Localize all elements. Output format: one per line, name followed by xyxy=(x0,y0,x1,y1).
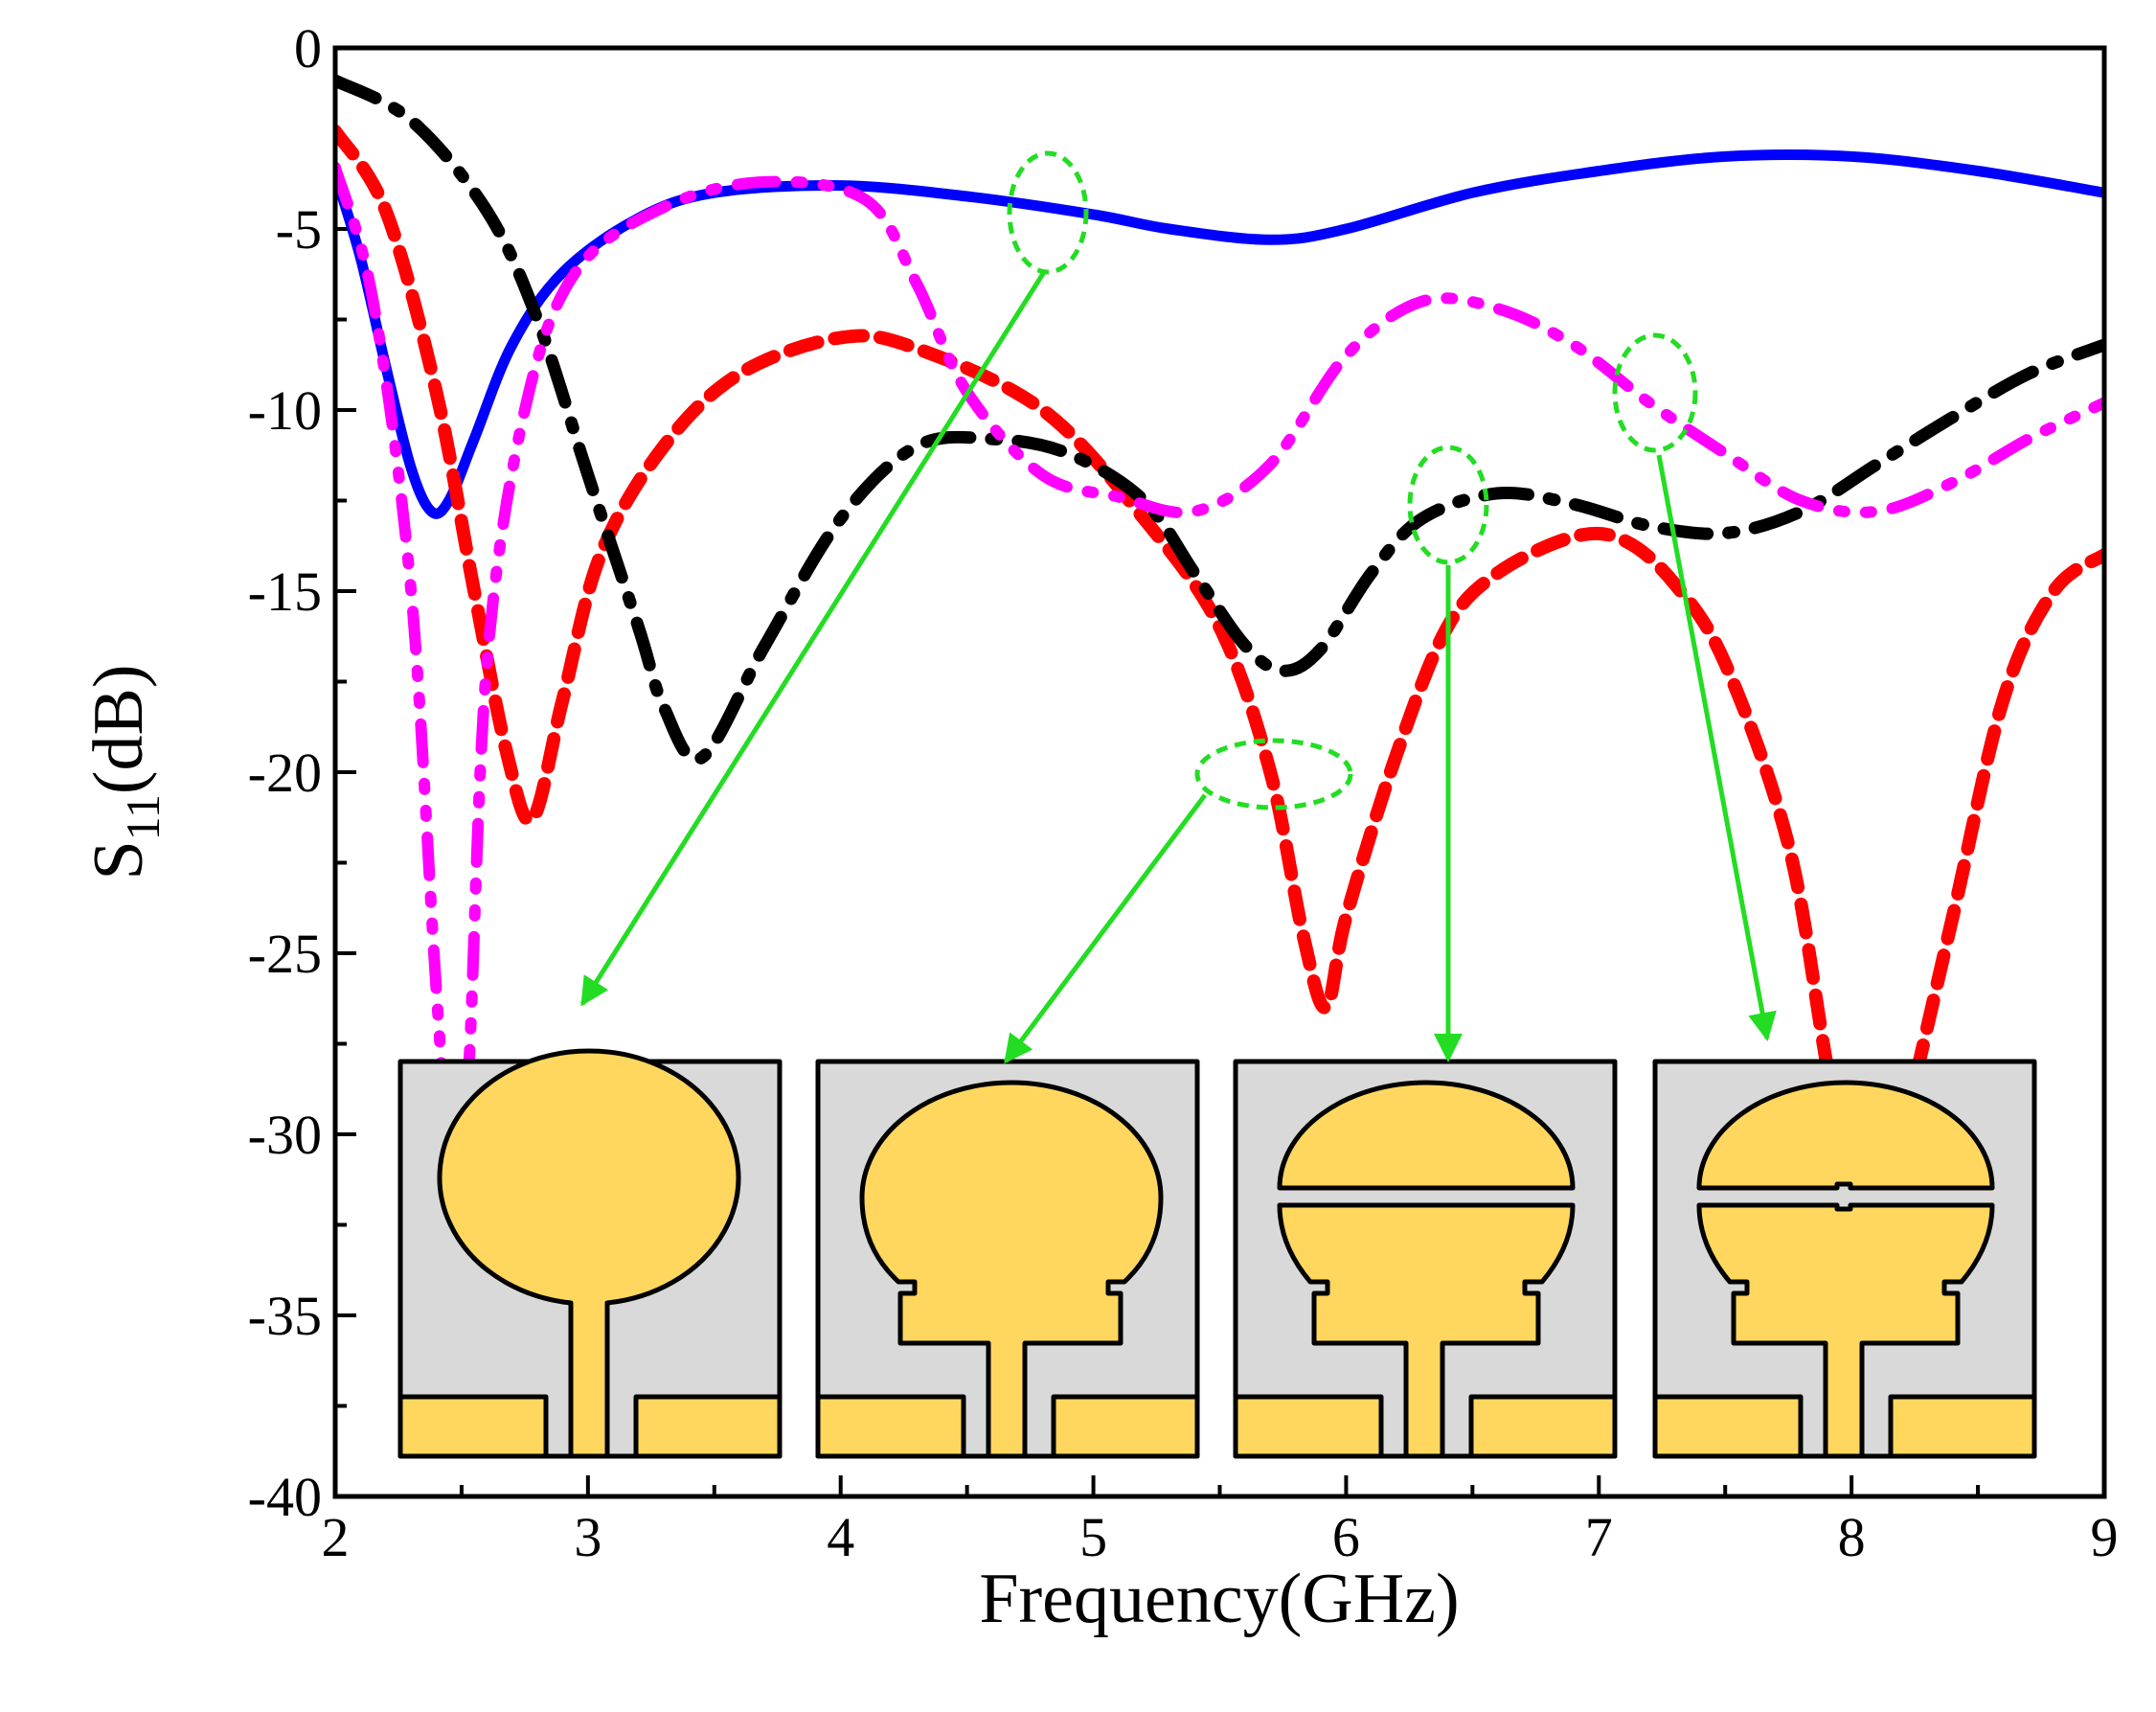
inset-4-ground-left xyxy=(1652,1394,1804,1459)
y-tick-label: -40 xyxy=(248,1466,322,1528)
y-tick-label: -35 xyxy=(248,1285,322,1347)
y-axis-title: S11(dB) xyxy=(79,665,170,880)
antenna-inset-2 xyxy=(815,1059,1200,1459)
antenna-inset-3 xyxy=(1233,1059,1618,1459)
antenna-insets xyxy=(397,1048,2037,1459)
inset-1-ground-right xyxy=(633,1394,783,1459)
x-tick-label: 6 xyxy=(1332,1506,1360,1568)
y-tick-label: -5 xyxy=(276,198,322,261)
y-tick-label: -20 xyxy=(248,742,322,804)
callout-ellipse-4 xyxy=(1612,332,1698,453)
callout-arrow-4 xyxy=(1656,454,1777,1041)
x-tick-label: 8 xyxy=(1838,1506,1866,1568)
callout-ellipse-1 xyxy=(1007,150,1089,275)
inset-3-ground-left xyxy=(1233,1394,1384,1459)
y-tick-label: -10 xyxy=(248,379,322,442)
x-tick-label: 7 xyxy=(1585,1506,1613,1568)
inset-4-ground-right xyxy=(1888,1394,2037,1459)
inset-2-ground-right xyxy=(1051,1394,1200,1459)
inset-4-patch-upper xyxy=(1696,1080,1995,1191)
y-tick-label: -15 xyxy=(248,560,322,623)
inset-1-ground-left xyxy=(397,1394,549,1459)
x-tick-label: 4 xyxy=(827,1506,854,1568)
callout-ellipse-3 xyxy=(1407,445,1489,565)
y-axis-title-main: S xyxy=(79,840,158,879)
series-line-1 xyxy=(335,149,2104,519)
inset-3-patch-upper xyxy=(1277,1080,1576,1191)
callouts xyxy=(579,150,1777,1064)
y-axis-title-sub: 11 xyxy=(116,794,170,840)
series-line-3 xyxy=(335,74,2104,766)
x-tick-label: 3 xyxy=(574,1506,601,1568)
antenna-inset-1 xyxy=(397,1048,783,1459)
inset-1-patch xyxy=(437,1048,741,1459)
inset-4-patch-lower xyxy=(1696,1202,1995,1459)
y-axis-title-unit: (dB) xyxy=(79,665,158,795)
x-tick-label: 2 xyxy=(322,1506,350,1568)
antenna-inset-4 xyxy=(1652,1059,2037,1459)
callout-arrow-1 xyxy=(579,270,1047,1007)
y-tick-label: 0 xyxy=(294,17,322,80)
inset-3-ground-right xyxy=(1468,1394,1618,1459)
x-axis-title: Frequency(GHz) xyxy=(979,1560,1459,1638)
inset-3-patch-lower xyxy=(1277,1202,1576,1459)
y-tick-label: -25 xyxy=(248,923,322,985)
inset-2-ground-left xyxy=(815,1394,966,1459)
callout-ellipse-2 xyxy=(1194,738,1353,810)
inset-2-patch xyxy=(859,1080,1164,1459)
x-tick-label: 5 xyxy=(1079,1506,1107,1568)
y-tick-label: -30 xyxy=(248,1104,322,1166)
callout-arrow-2 xyxy=(1003,793,1208,1064)
x-tick-label: 9 xyxy=(2091,1506,2119,1568)
axis-tick-labels: 2 3 4 5 6 7 8 9 0 -5 -10 -15 -20 -25 -30 -35 -40 xyxy=(248,17,2119,1568)
plot-frame xyxy=(332,45,2107,1499)
